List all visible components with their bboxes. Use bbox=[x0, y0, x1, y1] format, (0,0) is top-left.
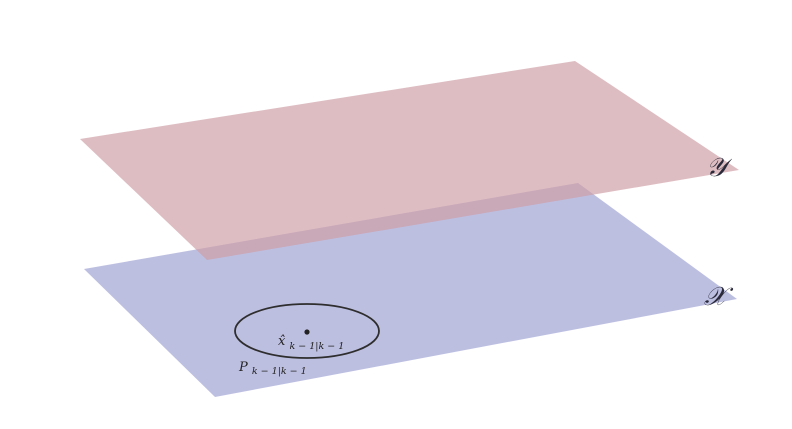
covariance-symbol: P bbox=[238, 360, 248, 375]
covariance-ellipse bbox=[234, 303, 380, 359]
covariance-subscript: k − 1|k − 1 bbox=[252, 366, 307, 377]
state-estimate-subscript: k − 1|k − 1 bbox=[289, 341, 344, 352]
covariance-label: P k − 1|k − 1 bbox=[238, 360, 307, 377]
state-estimate-point bbox=[304, 329, 310, 335]
state-estimate-label: x̂ k − 1|k − 1 bbox=[278, 334, 344, 352]
state-estimate-symbol: x̂ bbox=[278, 334, 286, 349]
observation-space-plane bbox=[80, 61, 739, 260]
state-space-plane bbox=[84, 183, 737, 397]
